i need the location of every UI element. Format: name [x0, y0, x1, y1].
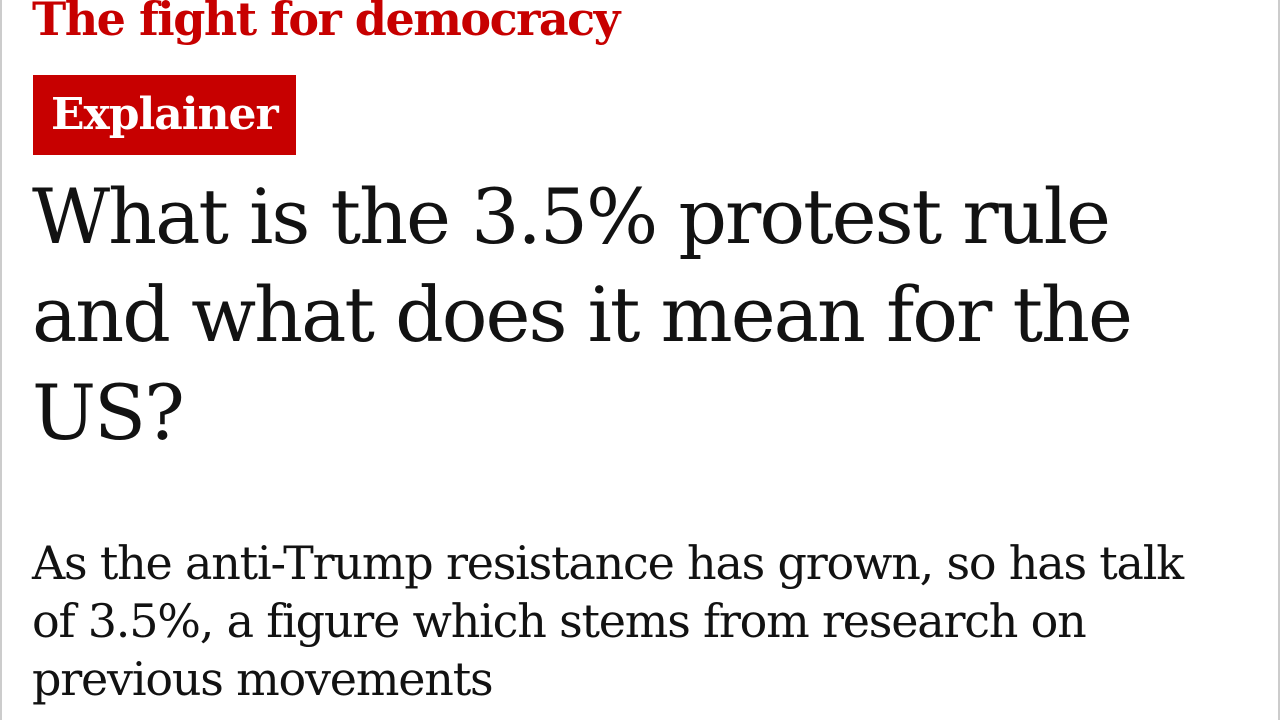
- standfirst: As the anti-Trump resistance has grown, …: [32, 536, 1184, 706]
- section-link[interactable]: The fight for democracy: [32, 0, 620, 46]
- headline: What is the 3.5% protest rule and what d…: [32, 172, 1133, 457]
- explainer-label: Explainer: [33, 75, 296, 155]
